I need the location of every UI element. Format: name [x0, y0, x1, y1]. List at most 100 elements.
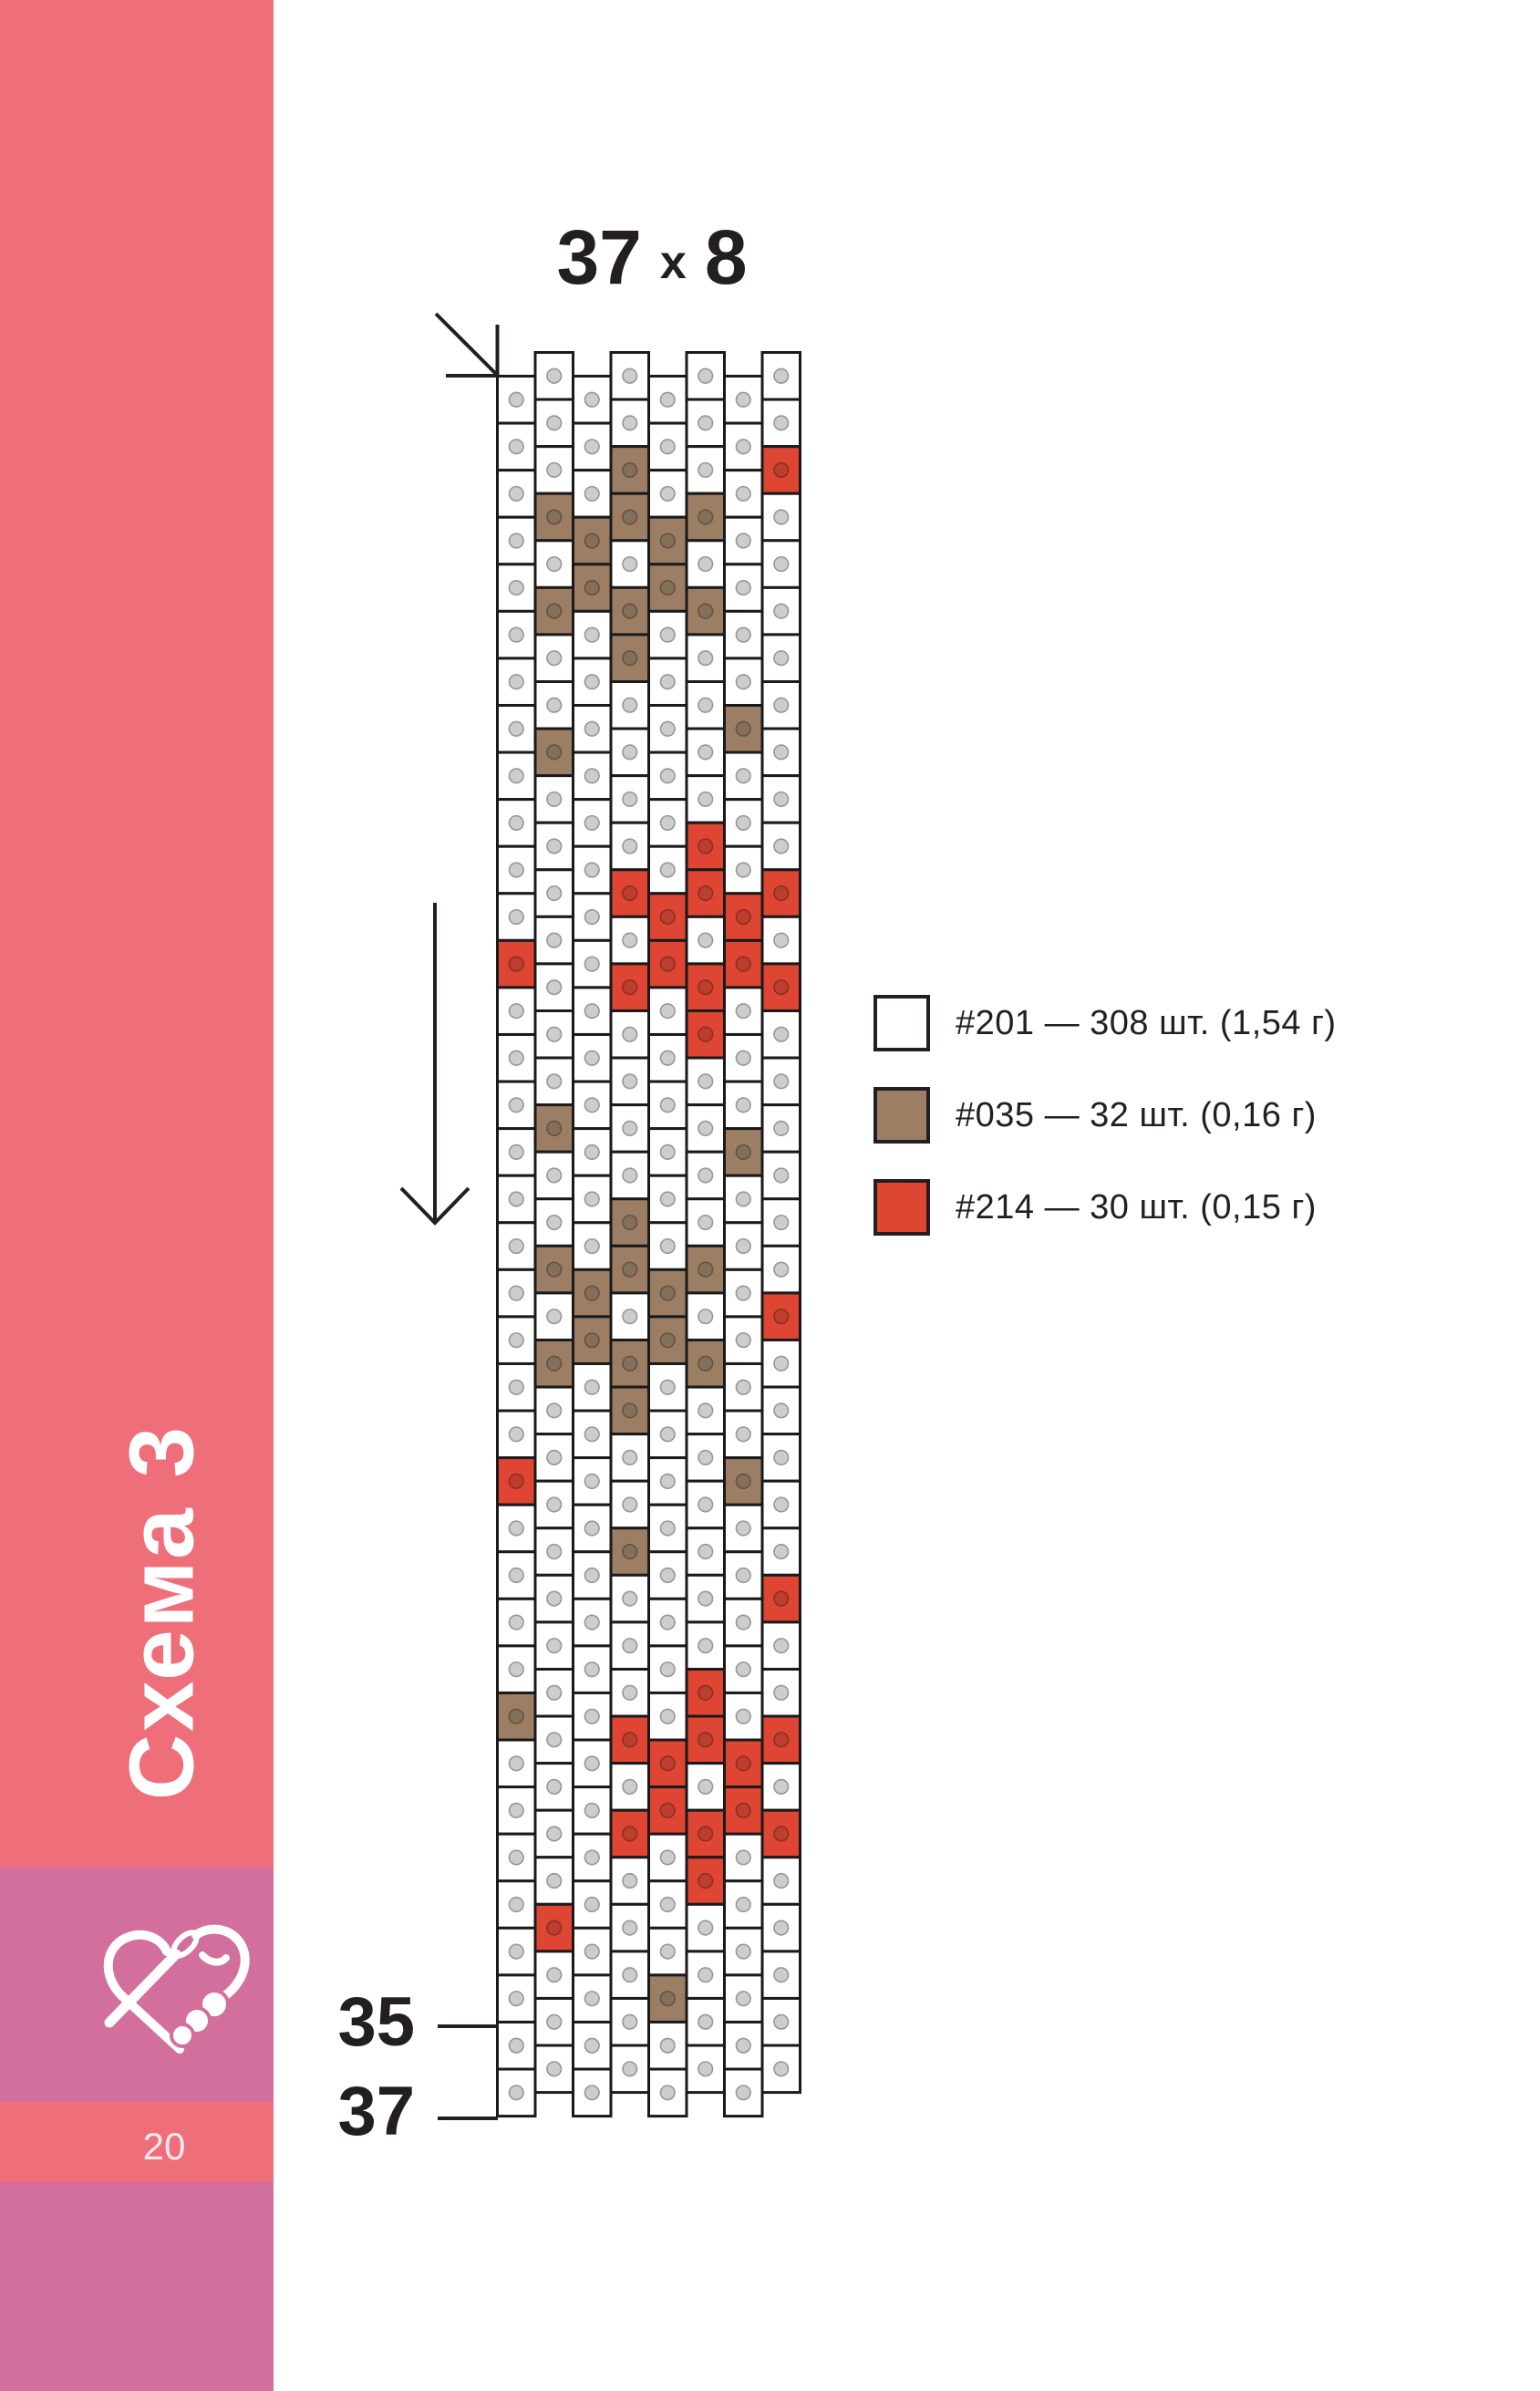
bead-hole-dot: [546, 1826, 563, 1842]
bead-hole-dot: [698, 1120, 714, 1137]
legend-item-214: #214 — 30 шт. (0,15 г): [873, 1176, 1402, 1238]
legend-item-035: #035 — 32 шт. (0,16 г): [873, 1084, 1402, 1146]
bead-hole-dot: [622, 1026, 638, 1042]
bead-hole-dot: [584, 2037, 600, 2054]
bead-hole-dot: [622, 885, 638, 902]
bead-hole-dot: [622, 979, 638, 996]
bead-hole-dot: [698, 1732, 714, 1748]
bead-hole-dot: [659, 674, 676, 690]
bead-hole-dot: [622, 555, 638, 573]
bead-hole-dot: [735, 1191, 751, 1207]
bead-hole-dot: [659, 1943, 676, 1960]
bead-hole-dot: [546, 1167, 563, 1184]
bead-hole-dot: [546, 1355, 563, 1371]
bead-hole-dot: [622, 1684, 638, 1701]
legend: #201 — 308 шт. (1,54 г) #035 — 32 шт. (0…: [873, 992, 1402, 1268]
bead-hole-dot: [508, 1097, 524, 1113]
bead-hole-dot: [546, 1496, 563, 1513]
bead-hole-dot: [698, 1684, 714, 1701]
bead-hole-dot: [546, 603, 563, 619]
bead-hole-dot: [735, 1237, 751, 1255]
start-corner-tick-lines: [446, 325, 500, 378]
bead-hole-dot: [773, 1496, 790, 1513]
bead-hole-dot: [546, 744, 563, 761]
bead-hole-dot: [735, 1285, 751, 1301]
chart-size-title: 37 х 8: [497, 219, 807, 295]
bead-hole-dot: [622, 1449, 638, 1465]
bead-hole-dot: [622, 650, 638, 667]
bead-hole-dot: [735, 1426, 751, 1443]
bead-hole-dot: [584, 391, 600, 408]
bead-hole-dot: [508, 1896, 524, 1913]
bead-hole-dot: [773, 603, 790, 619]
multiply-label: х: [659, 236, 687, 289]
bead-hole-dot: [773, 1167, 790, 1184]
bead-hole-dot: [508, 1473, 524, 1489]
bead-hole-dot: [622, 1826, 638, 1842]
bead-hole-dot: [659, 720, 676, 737]
bead-hole-dot: [659, 862, 676, 878]
rows-count-label: 37: [556, 214, 642, 300]
bead-hole-dot: [546, 1920, 563, 1936]
bead-hole-dot: [659, 1896, 676, 1913]
bead-hole-dot: [622, 1920, 638, 1936]
bead-hole-dot: [622, 1732, 638, 1748]
bead-hole-dot: [773, 838, 790, 854]
bead-hole-dot: [546, 367, 563, 384]
legend-item-201: #201 — 308 шт. (1,54 г): [873, 992, 1402, 1054]
bead-hole-dot: [508, 1520, 524, 1537]
bead-hole-dot: [773, 1732, 790, 1748]
bead-hole-dot: [546, 1309, 563, 1325]
bead-hole-dot: [508, 579, 524, 596]
bead-hole-dot: [659, 1473, 676, 1489]
bead-hole-dot: [735, 768, 751, 784]
bead-hole-dot: [584, 1802, 600, 1818]
bead-hole-dot: [773, 1826, 790, 1842]
bead: [723, 844, 764, 895]
bead-hole-dot: [698, 1826, 714, 1842]
bead-hole-dot: [698, 1872, 714, 1889]
bead-hole-dot: [584, 956, 600, 972]
bead-hole-dot: [584, 1567, 600, 1584]
bead-hole-dot: [622, 1403, 638, 1419]
bead-hole-dot: [773, 2061, 790, 2077]
bead-hole-dot: [659, 626, 676, 643]
bead-hole-dot: [508, 1849, 524, 1866]
bead-hole-dot: [659, 1050, 676, 1066]
bead-hole-dot: [659, 1849, 676, 1866]
bead-hole-dot: [659, 1003, 676, 1020]
bead-hole-dot: [698, 650, 714, 667]
bead-hole-dot: [508, 391, 524, 408]
bead-hole-dot: [698, 791, 714, 808]
bead-hole-dot: [659, 908, 676, 926]
bead-hole-dot: [735, 1003, 751, 1020]
bead-hole-dot: [773, 932, 790, 948]
bead-hole-dot: [735, 1661, 751, 1678]
bead-hole-dot: [622, 791, 638, 808]
start-corner-diagonal-arrow: [434, 312, 499, 377]
bead-hole-dot: [773, 885, 790, 902]
bead-hole-dot: [659, 1237, 676, 1255]
bead-hole-dot: [546, 1684, 563, 1701]
bead-hole-dot: [773, 1120, 790, 1137]
bead-hole-dot: [659, 768, 676, 784]
bead-hole-dot: [508, 1426, 524, 1443]
bead: [496, 1738, 537, 1789]
bead-hole-dot: [698, 1920, 714, 1936]
bead-hole-dot: [584, 1285, 600, 1301]
bead: [533, 821, 574, 872]
bead-hole-dot: [546, 650, 563, 667]
bead-hole-dot: [622, 1590, 638, 1607]
bead-hole-dot: [622, 1167, 638, 1184]
bead-hole-dot: [773, 1309, 790, 1325]
bead-hole-dot: [508, 862, 524, 878]
bead-hole-dot: [622, 1496, 638, 1513]
bead-hole-dot: [773, 1073, 790, 1090]
bead-hole-dot: [546, 1872, 563, 1889]
bead-hole-dot: [584, 626, 600, 643]
bead-hole-dot: [735, 1755, 751, 1772]
bead-hole-dot: [508, 1661, 524, 1678]
bead-hole-dot: [584, 1708, 600, 1724]
bead-hole-dot: [773, 1872, 790, 1889]
